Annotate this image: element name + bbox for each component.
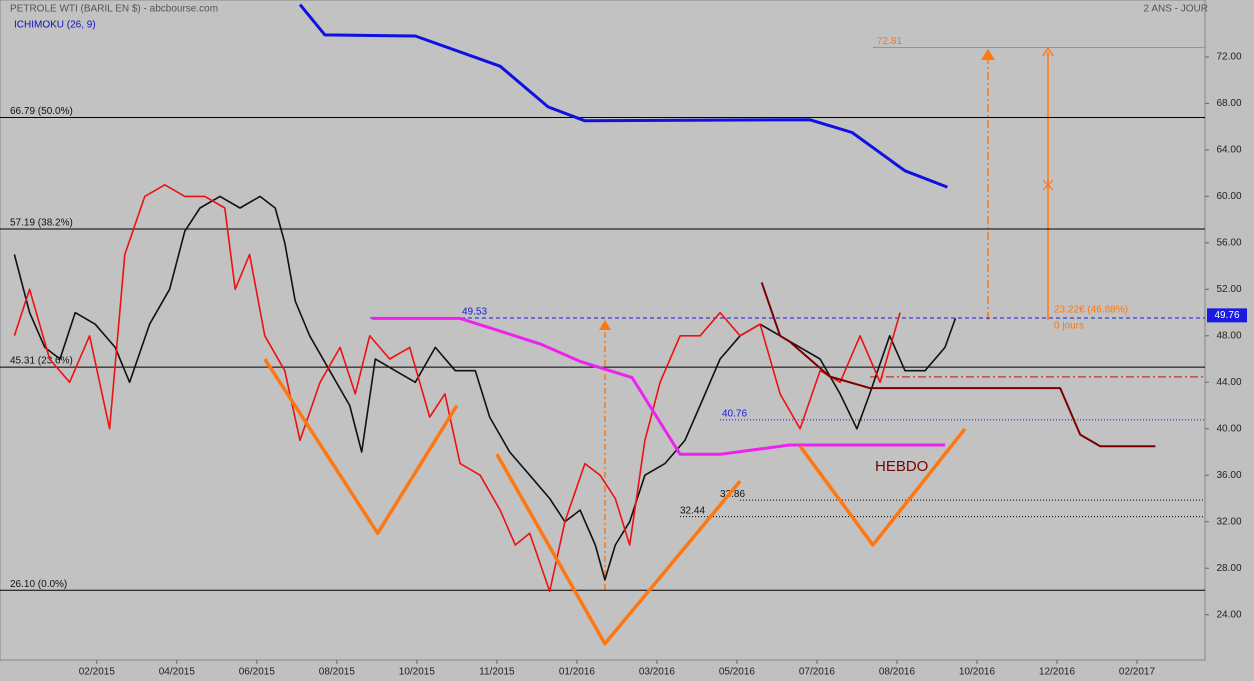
- level-label: 49.53: [462, 307, 487, 318]
- arrow-head: [599, 320, 611, 330]
- level-label: 57.19 (38.2%): [10, 218, 73, 229]
- y-tick-label: 24.00: [1216, 609, 1241, 620]
- x-tick-label: 07/2016: [799, 667, 836, 678]
- projection-arrows: [599, 46, 1054, 590]
- level-label: 26.10 (0.0%): [10, 579, 67, 590]
- level-label: 72.81: [877, 36, 902, 47]
- price-line: [13, 195, 957, 581]
- x-tick-label: 06/2015: [239, 667, 276, 678]
- last-price-label: 49.76: [1214, 310, 1239, 321]
- x-tick-label: 01/2016: [559, 667, 596, 678]
- level-label: 40.76: [722, 409, 747, 420]
- y-tick-label: 68.00: [1216, 98, 1241, 109]
- price-line: [298, 3, 948, 189]
- level-label: 33.86: [720, 489, 745, 500]
- arrow-head: [981, 49, 995, 60]
- x-tick-label: 05/2016: [719, 667, 756, 678]
- level-label: 32.44: [680, 505, 705, 516]
- x-tick-label: 02/2017: [1119, 667, 1156, 678]
- y-tick-label: 40.00: [1216, 423, 1241, 434]
- price-line: [13, 184, 901, 593]
- y-tick-label: 52.00: [1216, 284, 1241, 295]
- x-tick-label: 11/2015: [479, 667, 515, 678]
- y-tick-label: 60.00: [1216, 191, 1241, 202]
- price-line: [263, 358, 459, 536]
- level-label: 45.31 (23.6%): [10, 356, 73, 367]
- y-tick-label: 56.00: [1216, 237, 1241, 248]
- y-tick-label: 48.00: [1216, 330, 1241, 341]
- y-tick-label: 36.00: [1216, 470, 1241, 481]
- annotation: HEBDO: [875, 458, 928, 475]
- x-tick-label: 08/2016: [879, 667, 916, 678]
- last-price-tag: [1207, 308, 1247, 323]
- price-line: [495, 453, 742, 646]
- x-tick-label: 08/2015: [319, 667, 356, 678]
- y-tick-label: 28.00: [1216, 563, 1241, 574]
- y-tick-label: 44.00: [1216, 377, 1241, 388]
- chart-title: PETROLE WTI (BARIL EN $) - abcbourse.com: [10, 4, 218, 15]
- price-line: [372, 316, 945, 456]
- x-tick-label: 12/2016: [1039, 667, 1076, 678]
- price-line: [798, 427, 967, 547]
- midpoint-mark: [1042, 179, 1054, 191]
- y-tick-label: 32.00: [1216, 516, 1241, 527]
- x-tick-label: 10/2015: [399, 667, 436, 678]
- x-tick-label: 04/2015: [159, 667, 196, 678]
- y-tick-label: 64.00: [1216, 145, 1241, 156]
- x-tick-label: 10/2016: [959, 667, 996, 678]
- level-label: 66.79 (50.0%): [10, 106, 73, 117]
- x-tick-label: 02/2015: [79, 667, 116, 678]
- annotation: 0 jours: [1054, 321, 1084, 332]
- y-tick-label: 72.00: [1216, 52, 1241, 63]
- x-tick-label: 03/2016: [639, 667, 676, 678]
- annotation: 23.22€ (46.88%): [1054, 305, 1128, 316]
- chart-subtitle: 2 ANS - JOUR: [1144, 4, 1208, 15]
- indicator-label: ICHIMOKU (26, 9): [14, 20, 96, 31]
- price-line: [760, 282, 1156, 448]
